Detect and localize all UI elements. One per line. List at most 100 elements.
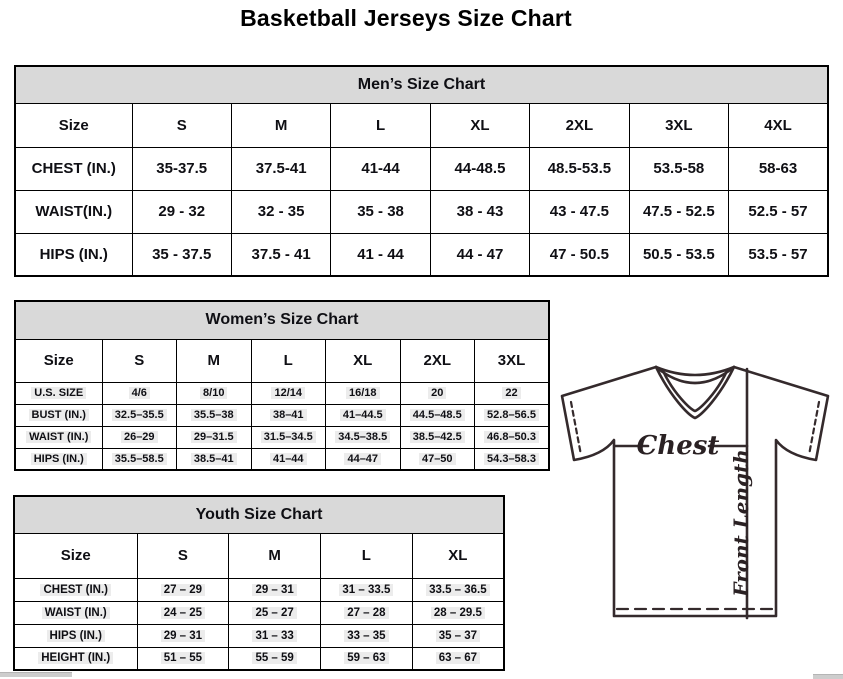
table-cell: 38 - 43 <box>429 189 531 234</box>
table-cell: 4/6 <box>101 381 177 405</box>
cell-text: HEIGHT (IN.) <box>38 652 114 665</box>
youth-chart-title: Youth Size Chart <box>13 495 505 534</box>
table-cell: 58-63 <box>728 146 829 191</box>
cell-text: 32.5–35.5 <box>111 409 167 421</box>
cell-text: 28 – 29.5 <box>430 606 485 619</box>
youth-table: Youth Size Chart Size S M L XL CHEST (IN.) 27 –… <box>13 495 505 671</box>
table-row: HIPS (IN.) 35.5–58.5 38.5–41 41–44 44–47 47–5… <box>14 447 550 471</box>
column-header: Size <box>13 532 138 579</box>
cell-text: 53.5-58 <box>653 160 705 177</box>
row-label: WAIST (IN.) <box>13 600 138 625</box>
column-header: S <box>136 532 230 579</box>
cell-text: 35 - 37.5 <box>152 245 212 263</box>
table-cell: 44.5–48.5 <box>399 403 475 427</box>
jersey-measurement-diagram: Chest Front Length <box>560 365 830 620</box>
cell-text: 41–44.5 <box>339 409 386 421</box>
table-cell: 63 – 67 <box>411 646 505 671</box>
table-cell: 53.5-58 <box>628 146 730 191</box>
table-cell: 33.5 – 36.5 <box>411 577 505 602</box>
cell-text: HIPS (IN.) <box>30 452 87 465</box>
row-label: CHEST (IN.) <box>14 146 133 191</box>
table-cell: 41–44.5 <box>325 403 401 427</box>
table-cell: 29 – 31 <box>228 577 321 602</box>
row-label: U.S. SIZE <box>14 381 103 405</box>
table-cell: 35 - 38 <box>330 189 431 234</box>
cell-text: 8/10 <box>200 387 228 399</box>
cell-text: 63 – 67 <box>435 652 481 665</box>
front-length-label: Front Length <box>729 449 753 598</box>
column-header: S <box>131 102 232 148</box>
cell-text: 44 - 47 <box>456 245 504 263</box>
table-cell: 59 – 63 <box>320 646 413 671</box>
cell-text: 46.8–50.3 <box>484 431 539 443</box>
cell-text: 59 – 63 <box>344 652 389 665</box>
cell-text: 51 – 55 <box>160 652 206 665</box>
cell-text: 47–50 <box>418 452 456 465</box>
cell-text: 20 <box>428 387 447 399</box>
cell-text: 38–41 <box>269 409 307 421</box>
table-cell: 51 – 55 <box>136 646 230 671</box>
womens-chart-title: Women’s Size Chart <box>14 300 550 340</box>
horizontal-scrollbar-fragment-right[interactable] <box>813 674 843 679</box>
table-cell: 29 - 32 <box>131 189 232 234</box>
column-header: Size <box>14 338 103 383</box>
table-cell: 46.8–50.3 <box>474 425 550 449</box>
column-header: M <box>228 532 321 579</box>
row-label: HIPS (IN.) <box>14 447 103 471</box>
youth-size-chart: Youth Size Chart Size S M L XL CHEST (IN.) 27 –… <box>13 495 505 671</box>
cell-text: 44.5–48.5 <box>409 409 465 421</box>
cell-text: WAIST(IN.) <box>35 203 113 220</box>
column-header: 2XL <box>399 338 475 383</box>
cell-text: 35 – 37 <box>435 629 481 642</box>
table-row: BUST (IN.) 32.5–35.5 35.5–38 38–41 41–44.5 44… <box>14 403 550 427</box>
womens-table: Women’s Size Chart Size S M L XL 2XL 3XL U.S. SI… <box>14 300 550 471</box>
horizontal-scrollbar-fragment-left[interactable] <box>0 672 72 677</box>
table-cell: 47.5 - 52.5 <box>628 189 730 234</box>
table-row: WAIST(IN.) 29 - 32 32 - 35 35 - 38 38 - 43 43… <box>14 189 829 234</box>
table-cell: 44 - 47 <box>429 232 531 277</box>
table-cell: 37.5-41 <box>230 146 332 191</box>
column-header: 4XL <box>728 102 829 148</box>
row-label: HIPS (IN.) <box>13 623 138 648</box>
table-cell: 22 <box>474 381 550 405</box>
table-cell: 47–50 <box>399 447 475 471</box>
table-cell: 33 – 35 <box>320 623 413 648</box>
cell-text: 38 - 43 <box>456 203 504 220</box>
mens-size-chart: Men’s Size Chart Size S M L XL 2XL 3XL 4XL CHEST … <box>14 65 829 277</box>
table-cell: 24 – 25 <box>136 600 230 625</box>
row-label: HEIGHT (IN.) <box>13 646 138 671</box>
cell-text: 29 - 32 <box>158 203 206 220</box>
table-cell: 38–41 <box>250 403 326 427</box>
table-cell: 43 - 47.5 <box>529 189 630 234</box>
cell-text: CHEST (IN.) <box>40 583 112 596</box>
cell-text: U.S. SIZE <box>31 387 87 399</box>
cell-text: 33 – 35 <box>344 629 389 642</box>
table-cell: 16/18 <box>325 381 401 405</box>
table-cell: 35 - 37.5 <box>131 232 232 277</box>
column-header: Size <box>14 102 133 148</box>
table-cell: 34.5–38.5 <box>325 425 401 449</box>
cell-text: 35-37.5 <box>156 160 208 177</box>
cell-text: WAIST (IN.) <box>41 606 110 619</box>
cell-text: HIPS (IN.) <box>39 245 108 263</box>
cell-text: 54.3–58.3 <box>484 452 539 465</box>
column-header: M <box>176 338 252 383</box>
row-label: BUST (IN.) <box>14 403 103 427</box>
womens-size-chart: Women’s Size Chart Size S M L XL 2XL 3XL U.S. SI… <box>14 300 550 471</box>
column-header: L <box>320 532 413 579</box>
table-cell: 32 - 35 <box>230 189 332 234</box>
cell-text: BUST (IN.) <box>28 409 89 421</box>
right-sleeve-seam-dashed <box>807 400 821 457</box>
row-label: WAIST(IN.) <box>14 189 133 234</box>
table-row: CHEST (IN.) 35-37.5 37.5-41 41-44 44-48.5 48.… <box>14 146 829 191</box>
cell-text: 48.5-53.5 <box>547 160 612 177</box>
table-cell: 20 <box>399 381 475 405</box>
table-cell: 28 – 29.5 <box>411 600 505 625</box>
column-header: L <box>250 338 326 383</box>
table-cell: 26–29 <box>101 425 177 449</box>
mens-chart-title: Men’s Size Chart <box>14 65 829 104</box>
column-header: 2XL <box>529 102 630 148</box>
cell-text: 31.5–34.5 <box>260 431 316 443</box>
cell-text: 58-63 <box>758 160 798 177</box>
cell-text: 24 – 25 <box>160 606 206 619</box>
